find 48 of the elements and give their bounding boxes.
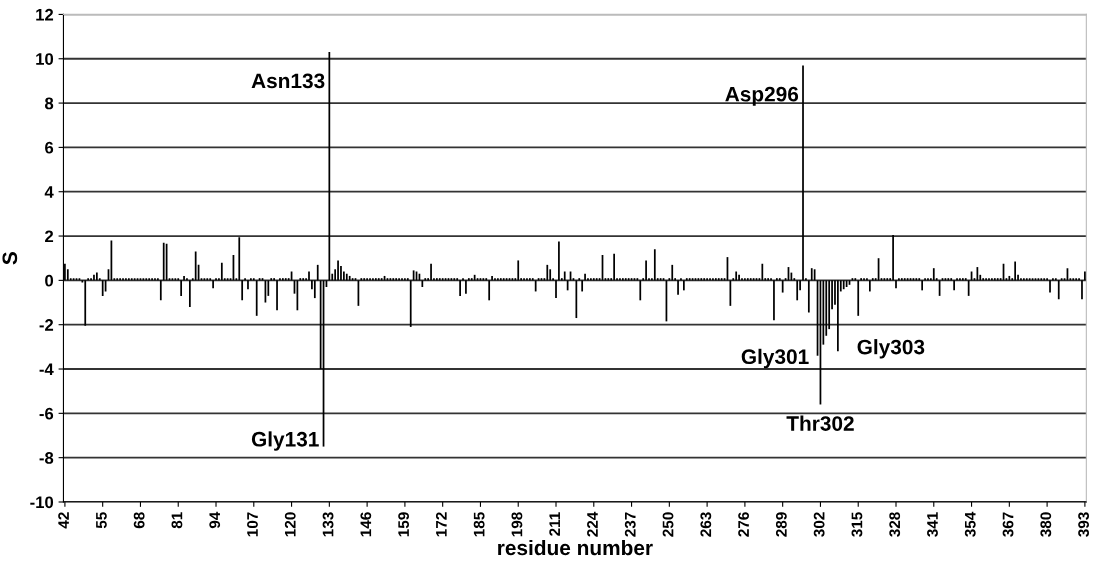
y-tick-label: -6 — [39, 407, 54, 420]
annotation: Thr302 — [786, 415, 854, 431]
x-tick-label: 107 — [247, 512, 258, 537]
y-tick-label: -4 — [39, 363, 54, 376]
x-tick-label: 302 — [813, 512, 825, 537]
x-tick-label: 120 — [284, 512, 296, 537]
x-tick-label: 133 — [322, 512, 334, 537]
x-tick-label: 289 — [775, 512, 787, 537]
x-tick-label: 328 — [889, 512, 901, 537]
y-tick-label: 12 — [36, 8, 54, 21]
y-tick-label: 4 — [44, 186, 54, 198]
x-tick-label: 146 — [360, 512, 372, 537]
y-tick-label: -8 — [39, 452, 54, 464]
x-tick-label: 354 — [964, 511, 976, 537]
annotation: Asp296 — [725, 86, 799, 106]
y-tick-label: 8 — [44, 97, 54, 110]
x-tick-label: 341 — [927, 512, 938, 537]
x-tick-label: 185 — [473, 512, 485, 537]
x-tick-label: 263 — [700, 512, 712, 537]
annotation: Gly131 — [251, 431, 319, 451]
x-tick-label: 211 — [549, 512, 560, 536]
x-tick-label: 276 — [738, 512, 749, 537]
x-axis-title: residue number — [498, 539, 653, 556]
x-tick-label: 315 — [851, 512, 863, 537]
x-tick-label: 159 — [398, 512, 409, 537]
x-tick-label: 393 — [1078, 512, 1090, 537]
y-tick-label: 2 — [45, 230, 54, 243]
x-tick-label: 224 — [587, 511, 598, 537]
y-axis-title: S — [2, 252, 18, 265]
y-tick-label: 0 — [45, 274, 54, 287]
x-tick-label: 81 — [171, 512, 183, 529]
x-tick-label: 198 — [511, 512, 523, 537]
annotation: Gly303 — [857, 339, 925, 359]
x-tick-label: 237 — [624, 512, 636, 537]
annotation: Gly301 — [741, 348, 809, 369]
y-tick-label: 10 — [36, 53, 54, 65]
annotation: Asn133 — [251, 73, 325, 89]
x-tick-label: 94 — [209, 511, 221, 529]
x-tick-label: 68 — [133, 512, 145, 529]
y-tick-label: -2 — [39, 319, 54, 331]
y-tick-label: 6 — [45, 141, 54, 154]
x-tick-label: 55 — [96, 512, 107, 529]
x-tick-label: 42 — [58, 512, 69, 529]
x-tick-label: 367 — [1002, 512, 1014, 537]
x-tick-label: 380 — [1040, 512, 1052, 537]
y-tick-label: -10 — [30, 496, 54, 509]
x-tick-label: 172 — [435, 512, 447, 537]
x-tick-label: 250 — [662, 512, 674, 537]
